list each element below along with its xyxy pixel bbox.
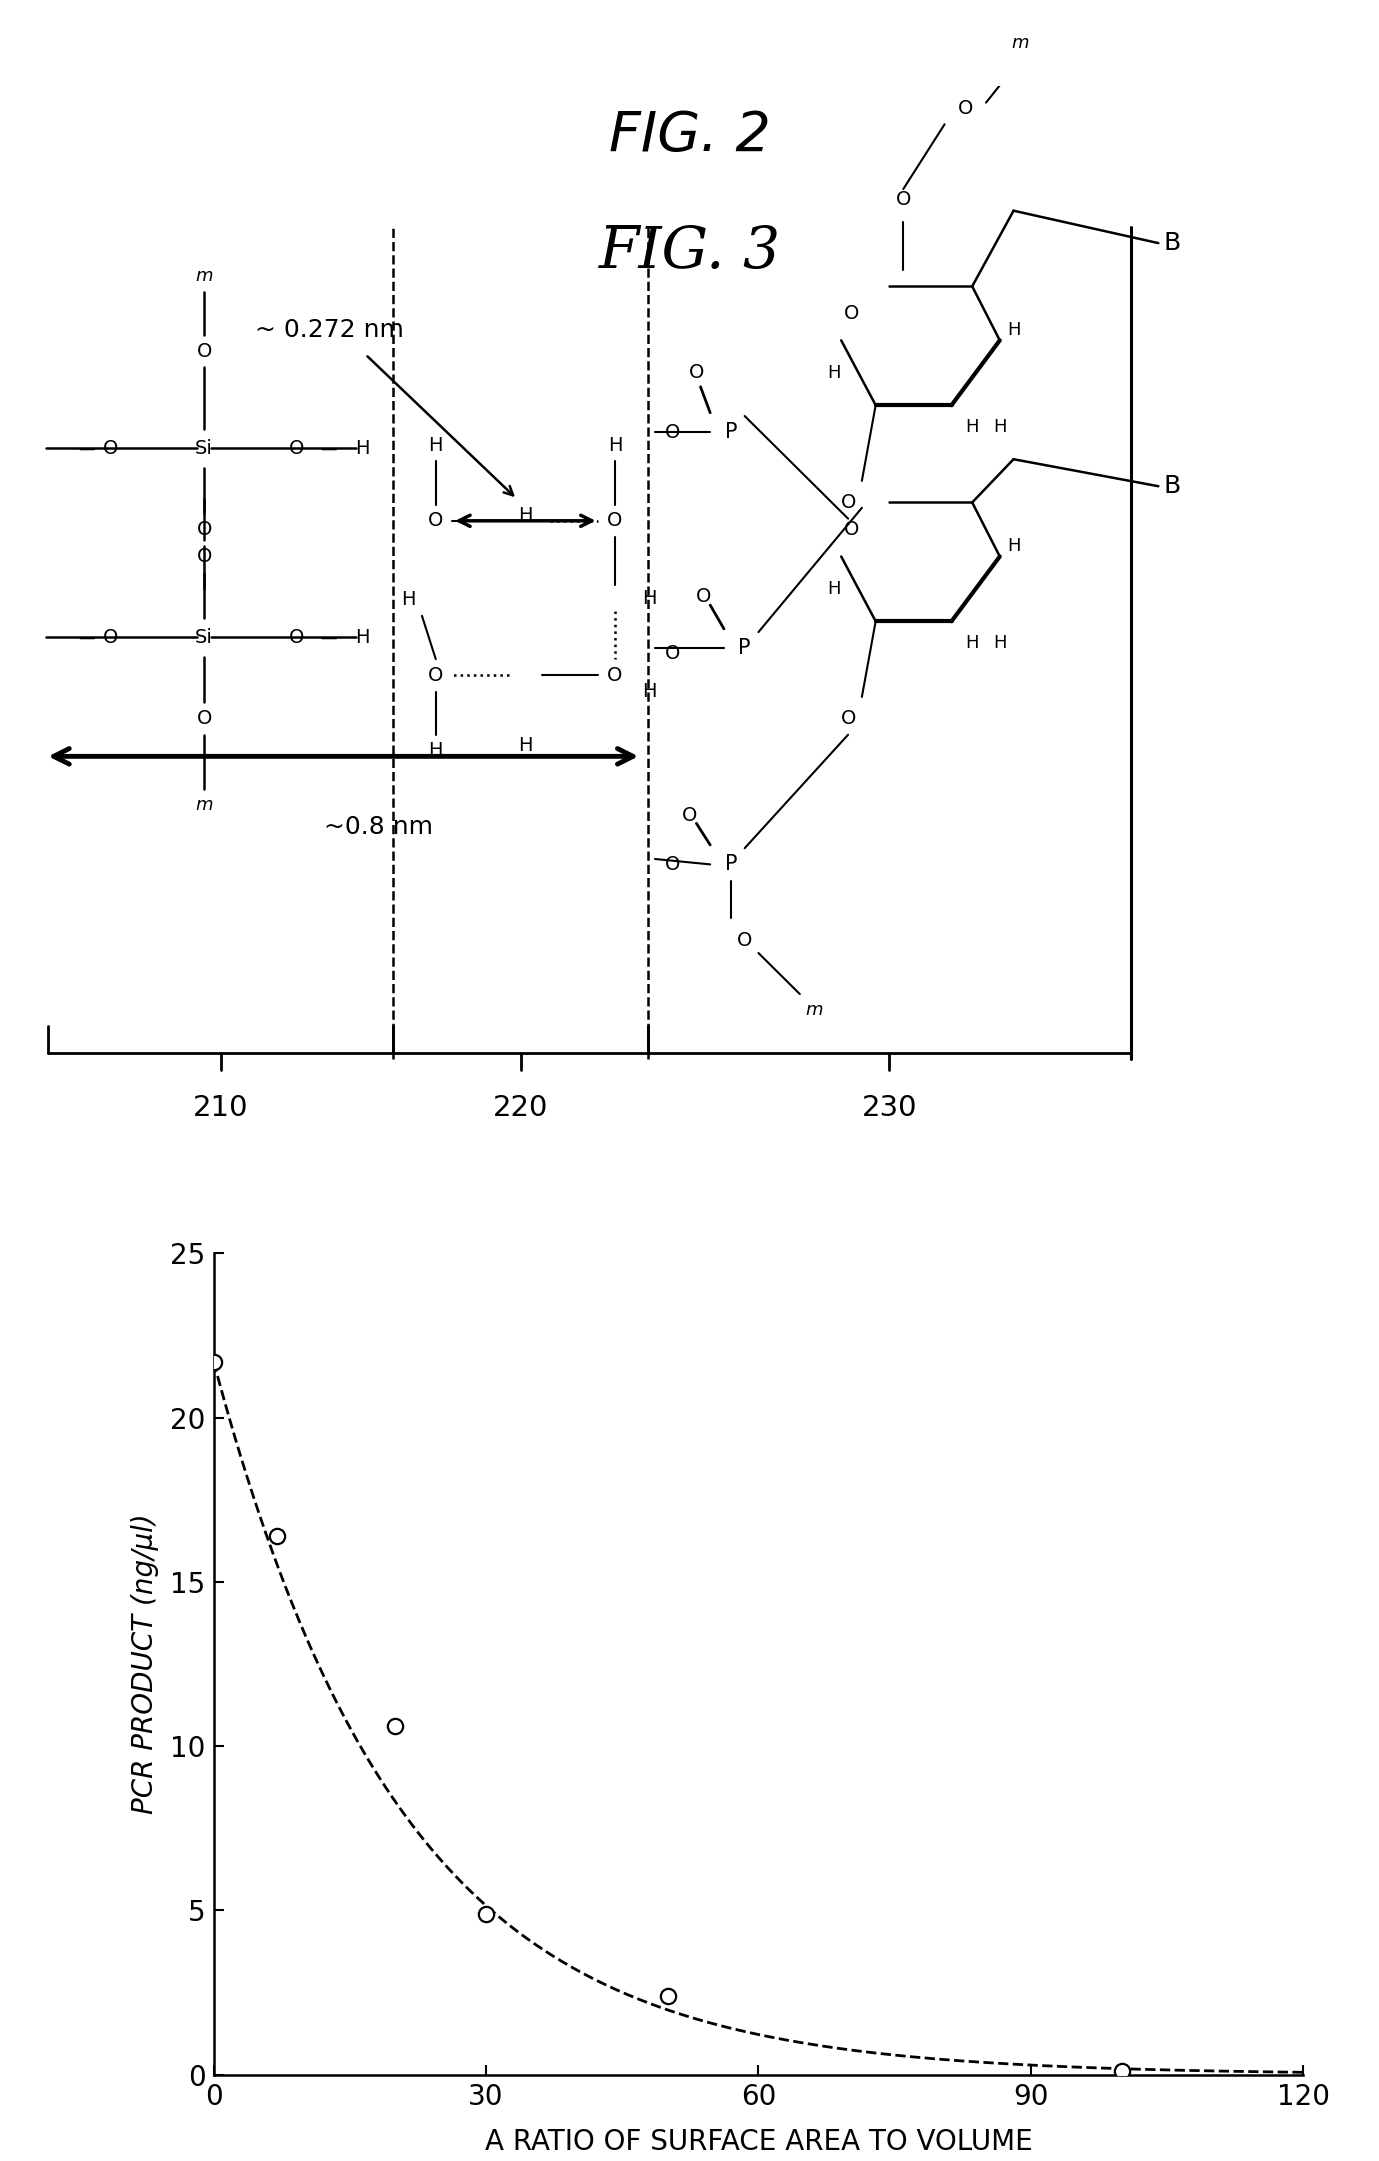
Text: H: H: [401, 590, 415, 609]
Text: m: m: [196, 795, 212, 815]
Text: O: O: [102, 629, 119, 646]
Text: m: m: [805, 1001, 822, 1020]
Text: P: P: [724, 421, 738, 443]
Text: H: H: [993, 417, 1007, 437]
Text: H: H: [1007, 320, 1020, 339]
Text: O: O: [840, 709, 856, 728]
Text: H: H: [827, 579, 841, 599]
Text: O: O: [196, 341, 212, 361]
Text: H: H: [608, 437, 622, 454]
Text: O: O: [844, 521, 859, 538]
Text: Si: Si: [196, 629, 212, 646]
Text: O: O: [102, 439, 119, 458]
Text: O: O: [288, 629, 305, 646]
Text: H: H: [965, 417, 979, 437]
Text: H: H: [993, 633, 1007, 653]
Text: O: O: [736, 931, 753, 949]
Text: H: H: [356, 629, 370, 646]
Text: O: O: [665, 424, 681, 441]
Text: P: P: [724, 854, 738, 875]
Text: O: O: [840, 493, 856, 512]
Text: O: O: [665, 644, 681, 663]
Text: 220: 220: [492, 1093, 549, 1122]
Text: H: H: [965, 633, 979, 653]
Text: H: H: [429, 437, 443, 454]
Text: O: O: [427, 666, 444, 685]
Text: m: m: [196, 266, 212, 285]
Text: —: —: [320, 629, 336, 646]
Text: 230: 230: [862, 1093, 917, 1122]
Text: O: O: [288, 439, 305, 458]
Text: H: H: [429, 741, 443, 761]
Text: ~0.8 nm: ~0.8 nm: [324, 815, 433, 838]
Text: —: —: [79, 439, 95, 458]
Y-axis label: PCR PRODUCT (ng/μl): PCR PRODUCT (ng/μl): [131, 1513, 159, 1815]
Text: O: O: [681, 806, 698, 826]
Text: H: H: [519, 737, 532, 754]
Text: m: m: [1012, 35, 1029, 52]
Text: P: P: [738, 637, 752, 659]
Text: B: B: [1164, 473, 1180, 499]
Text: O: O: [895, 190, 912, 210]
Text: O: O: [688, 363, 705, 382]
Text: ~ 0.272 nm: ~ 0.272 nm: [255, 318, 404, 341]
Text: H: H: [827, 363, 841, 382]
X-axis label: A RATIO OF SURFACE AREA TO VOLUME: A RATIO OF SURFACE AREA TO VOLUME: [484, 2129, 1033, 2155]
Text: B: B: [1164, 231, 1180, 255]
Text: O: O: [957, 99, 974, 117]
Text: —: —: [79, 629, 95, 646]
Text: O: O: [196, 709, 212, 728]
Text: 210: 210: [193, 1093, 248, 1122]
Text: O: O: [665, 856, 681, 873]
Text: O: O: [844, 305, 859, 322]
Text: FIG. 3: FIG. 3: [598, 225, 781, 281]
Text: FIG. 2: FIG. 2: [608, 108, 771, 162]
Text: —: —: [320, 439, 336, 458]
Text: O: O: [695, 588, 712, 605]
Text: H: H: [643, 588, 656, 607]
Text: H: H: [519, 506, 532, 525]
Text: O: O: [607, 512, 623, 529]
Text: O: O: [427, 512, 444, 529]
Text: H: H: [643, 683, 656, 700]
Text: O: O: [196, 521, 212, 538]
Text: H: H: [1007, 536, 1020, 555]
Text: H: H: [356, 439, 370, 458]
Text: O: O: [196, 547, 212, 566]
Text: O: O: [607, 666, 623, 685]
Text: Si: Si: [196, 439, 212, 458]
